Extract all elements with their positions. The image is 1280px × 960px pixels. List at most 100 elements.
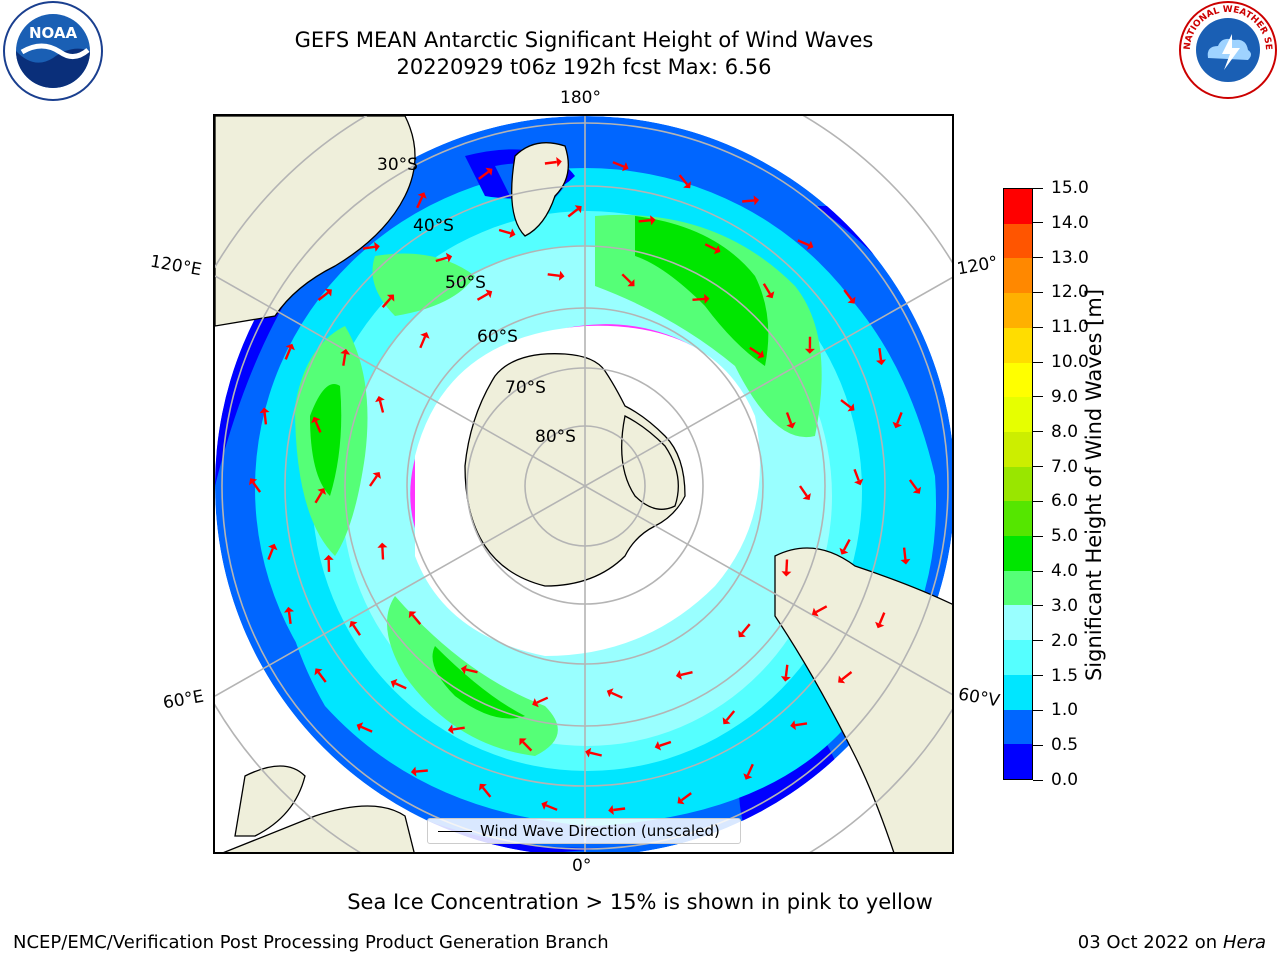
wind-arrow [394, 682, 407, 690]
wind-arrow [799, 485, 808, 497]
colorbar-tick-mark [1033, 744, 1043, 746]
wind-arrow [878, 348, 883, 361]
colorbar-segment [1004, 570, 1032, 606]
wind-arrow-head [622, 162, 629, 172]
wind-arrow [263, 412, 268, 425]
lat-label-70s: 70°S [505, 378, 546, 398]
wind-arrow-head [786, 422, 796, 429]
wind-arrow-head [460, 664, 467, 675]
wind-arrow-head [675, 670, 682, 680]
wind-arrow-head [410, 766, 417, 777]
wind-arrow-head [417, 192, 427, 199]
colorbar-segment [1004, 674, 1032, 710]
wind-arrow [411, 614, 422, 625]
wind-arrow-head [677, 796, 685, 805]
colorbar-tick-mark [1033, 431, 1043, 433]
wind-arrow-head [372, 472, 381, 479]
sea-ice-note: Sea Ice Concentration > 15% is shown in … [347, 890, 933, 914]
colorbar-tick-label: 4.0 [1051, 561, 1079, 582]
wind-arrow-head [654, 741, 662, 751]
wind-arrow [853, 468, 860, 481]
wind-arrow-head [485, 167, 493, 176]
wind-arrow [680, 792, 692, 802]
wind-arrow [785, 412, 793, 425]
colorbar-tick-label: 9.0 [1051, 386, 1079, 407]
wind-arrow [381, 547, 385, 560]
colorbar-tick-label: 7.0 [1051, 456, 1079, 477]
wind-arrow-head [781, 571, 792, 577]
wind-arrow [902, 547, 907, 560]
lon-label-180: 180° [560, 88, 601, 108]
wind-arrow-head [811, 607, 819, 617]
wind-arrow [797, 239, 810, 247]
colorbar-tick-mark [1033, 779, 1043, 781]
colorbar-tick-label: 0.0 [1051, 770, 1079, 790]
wind-arrow [314, 491, 323, 504]
wind-arrow [815, 605, 828, 614]
footer-host: Hera [1222, 932, 1266, 953]
wind-arrow-head [314, 668, 323, 676]
wind-arrow [908, 479, 918, 491]
colorbar-tick-mark [1033, 640, 1043, 642]
wind-arrow [522, 741, 533, 752]
wind-arrow-head [479, 783, 487, 791]
wind-arrow [784, 664, 789, 677]
wind-arrow [352, 624, 361, 636]
wind-arrow [621, 273, 632, 284]
lon-label-60w: 60°V [956, 684, 1002, 712]
wind-arrow-head [650, 215, 656, 226]
colorbar-tick-label: 5.0 [1051, 526, 1079, 547]
wind-arrow-head [324, 288, 332, 297]
wind-arrow-head [323, 554, 334, 560]
lon-label-120w: 120° [955, 252, 1000, 280]
wind-arrow [342, 353, 347, 366]
wind-arrow [544, 160, 557, 165]
wind-arrow [416, 196, 424, 209]
wind-arrow-head [722, 717, 731, 725]
wind-arrow [452, 726, 465, 731]
wind-arrow-head [374, 241, 380, 252]
graticule [215, 116, 952, 852]
colorbar-segment [1004, 536, 1032, 571]
wind-wave-direction-arrows [249, 157, 921, 815]
wind-arrow [476, 292, 489, 301]
wind-arrow-head [375, 396, 385, 403]
lat-label-40s: 40°S [413, 216, 454, 236]
wind-arrow [567, 208, 579, 218]
colorbar-tick-mark [1033, 535, 1043, 537]
wind-arrow-head [839, 547, 849, 555]
noaa-logo: NOAA [2, 0, 104, 102]
wind-arrow-head [606, 688, 614, 698]
wind-arrow [741, 623, 751, 635]
colorbar-segment [1004, 640, 1032, 675]
colorbar-tick-label: 14.0 [1051, 212, 1089, 233]
wind-arrow [742, 199, 755, 203]
wind-arrow [612, 161, 625, 168]
lon-label-60e: 60°E [161, 686, 206, 714]
wind-arrow-head [574, 205, 582, 214]
colorbar-tick-label: 8.0 [1051, 421, 1079, 442]
footer-credit: NCEP/EMC/Verification Post Processing Pr… [13, 932, 609, 953]
wind-arrow [481, 786, 492, 798]
wind-arrow-head [541, 800, 548, 810]
colorbar-tick-label: 2.0 [1051, 630, 1079, 651]
wind-arrow-head [420, 332, 430, 339]
wind-arrow-head [558, 270, 565, 281]
map-legend: Wind Wave Direction (unscaled) [427, 818, 741, 844]
wind-arrow [840, 399, 852, 409]
wind-arrow [267, 547, 274, 561]
colorbar-segment [1004, 431, 1032, 467]
colorbar-segment [1004, 605, 1032, 641]
wind-arrow-head [900, 558, 911, 565]
wind-arrow [896, 411, 903, 425]
wind-arrow [478, 170, 490, 180]
colorbar-segment [1004, 744, 1032, 779]
colorbar-tick-label: 10.0 [1051, 352, 1089, 373]
wind-arrow-head [892, 421, 902, 429]
wind-arrow [547, 273, 560, 277]
colorbar-tick-label: 15.0 [1051, 178, 1089, 198]
lat-label-50s: 50°S [445, 273, 486, 293]
colorbar-segment [1004, 293, 1032, 328]
wind-arrow-head [249, 478, 258, 486]
wind-arrow [725, 710, 736, 722]
